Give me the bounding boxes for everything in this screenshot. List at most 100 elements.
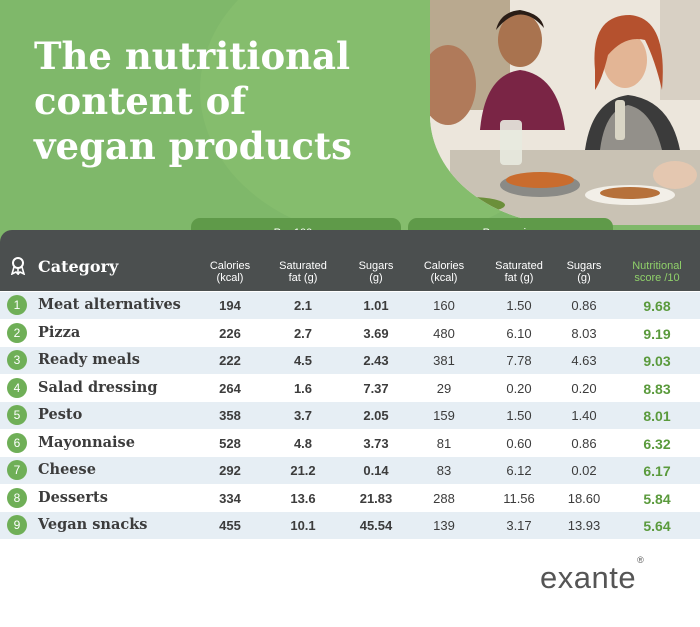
category-name: Cheese <box>38 461 96 478</box>
col-sugars-serving-header: Sugars (g) <box>554 260 614 284</box>
rank-badge: 2 <box>7 322 27 343</box>
registered-mark: ® <box>637 554 645 565</box>
cell-calories-serving: 159 <box>433 408 455 423</box>
table-row: 5 Pesto 358 3.7 2.05 159 1.50 1.40 8.01 <box>0 402 700 429</box>
cell-score: 8.01 <box>643 408 671 424</box>
cell-sugars-serving: 1.40 <box>571 408 597 423</box>
table-row: 9 Vegan snacks 455 10.1 45.54 139 3.17 13.93 5.6… <box>0 512 700 539</box>
cell-satfat-serving: 6.10 <box>506 325 532 341</box>
cell-sugars-serving: 8.03 <box>571 325 597 341</box>
header-line: fat (g) <box>288 272 318 284</box>
cell-score: 5.84 <box>643 490 671 507</box>
rank-badge: 6 <box>7 432 27 453</box>
cell-satfat-100g: 21.2 <box>290 463 316 478</box>
cell-satfat-serving: 3.17 <box>506 518 532 533</box>
table-row: 3 Ready meals 222 4.5 2.43 381 7.78 4.63 9.03 <box>0 347 700 374</box>
cell-calories-100g: 528 <box>219 435 241 451</box>
header-line: (kcal) <box>430 272 458 284</box>
category-name: Vegan snacks <box>38 516 148 533</box>
category-name: Mayonnaise <box>38 433 135 451</box>
cell-calories-serving: 83 <box>436 463 452 478</box>
col-satfat-serving-header: Saturated fat (g) <box>484 260 554 284</box>
col-satfat-100g-header: Saturated fat (g) <box>270 260 336 284</box>
cell-sugars-serving: 13.93 <box>567 518 601 533</box>
cell-score: 9.68 <box>643 298 671 314</box>
category-header: Category <box>38 257 119 276</box>
table-header: Category Calories (kcal) Saturated fat (… <box>0 230 700 291</box>
cell-sugars-100g: 3.69 <box>363 325 389 341</box>
title-line-1: The nutritional <box>34 34 351 78</box>
cell-sugars-serving: 0.86 <box>571 435 597 451</box>
rank-badge: 7 <box>7 460 27 480</box>
cell-satfat-serving: 0.60 <box>506 435 532 451</box>
cell-calories-serving: 288 <box>433 490 455 506</box>
cell-calories-100g: 226 <box>219 325 241 341</box>
cell-calories-serving: 480 <box>433 325 455 341</box>
cell-satfat-serving: 0.20 <box>506 380 532 396</box>
exante-logo: exante® <box>540 555 644 596</box>
category-name: Pizza <box>38 323 81 341</box>
category-name: Meat alternatives <box>38 296 181 313</box>
cell-sugars-100g: 2.43 <box>363 353 389 368</box>
cell-calories-100g: 334 <box>219 490 241 506</box>
cell-satfat-serving: 1.50 <box>506 408 532 423</box>
title-line-2: content of <box>34 79 247 123</box>
cell-sugars-100g: 45.54 <box>359 518 393 533</box>
cell-calories-serving: 381 <box>433 353 455 368</box>
rank-badge: 4 <box>7 377 27 398</box>
ribbon-award-icon <box>10 257 26 275</box>
cell-satfat-100g: 13.6 <box>290 490 316 506</box>
cell-calories-100g: 455 <box>219 518 241 533</box>
cell-satfat-100g: 10.1 <box>290 518 316 533</box>
header-line: Calories <box>209 260 251 272</box>
header-line: fat (g) <box>504 272 534 284</box>
cell-sugars-100g: 21.83 <box>359 490 393 506</box>
title-line-3: vegan products <box>34 124 352 168</box>
cell-sugars-serving: 18.60 <box>567 490 601 506</box>
cell-calories-100g: 292 <box>219 463 241 478</box>
cell-satfat-serving: 7.78 <box>506 353 532 368</box>
col-calories-100g-header: Calories (kcal) <box>200 260 260 284</box>
rank-badge: 1 <box>7 295 27 315</box>
cell-score: 5.64 <box>643 518 671 534</box>
rank-badge: 9 <box>7 515 27 535</box>
cell-satfat-100g: 1.6 <box>293 380 313 396</box>
cell-sugars-100g: 7.37 <box>363 380 389 396</box>
cell-satfat-100g: 2.7 <box>293 325 313 341</box>
cell-score: 8.83 <box>643 380 671 397</box>
logo-text: exante <box>540 560 637 595</box>
header-line: Saturated <box>279 260 327 272</box>
cell-sugars-serving: 0.20 <box>571 380 597 396</box>
table-row: 8 Desserts 334 13.6 21.83 288 11.56 18.60 5.84 <box>0 484 700 512</box>
cell-calories-serving: 81 <box>436 435 452 451</box>
cell-sugars-serving: 0.02 <box>571 463 597 478</box>
cell-satfat-serving: 11.56 <box>503 490 535 506</box>
category-name: Salad dressing <box>38 378 158 396</box>
cell-score: 6.17 <box>643 463 671 479</box>
cell-sugars-100g: 3.73 <box>363 435 389 451</box>
header-line: Calories <box>423 260 465 272</box>
cell-sugars-100g: 2.05 <box>363 408 389 423</box>
cell-calories-serving: 139 <box>433 518 455 533</box>
cell-satfat-100g: 4.8 <box>293 435 313 451</box>
header-line: (g) <box>577 272 591 284</box>
header-line: Sugars <box>358 260 394 272</box>
table-row: 2 Pizza 226 2.7 3.69 480 6.10 8.03 9.19 <box>0 319 700 347</box>
cell-calories-100g: 358 <box>219 408 241 423</box>
header-line: Sugars <box>566 260 602 272</box>
rank-badge: 5 <box>7 405 27 425</box>
cell-satfat-serving: 1.50 <box>506 298 532 313</box>
col-score-header: Nutritional score /10 <box>620 260 694 284</box>
cell-sugars-100g: 0.14 <box>363 463 389 478</box>
col-calories-serving-header: Calories (kcal) <box>414 260 474 284</box>
cell-calories-serving: 29 <box>436 380 452 396</box>
cell-calories-100g: 194 <box>219 298 241 313</box>
table-row: 1 Meat alternatives 194 2.1 1.01 160 1.50 0.86 9… <box>0 292 700 319</box>
header-line: (kcal) <box>216 272 244 284</box>
cell-score: 9.19 <box>643 325 671 342</box>
dining-photo <box>430 0 700 225</box>
cell-satfat-100g: 2.1 <box>293 298 313 313</box>
table-row: 7 Cheese 292 21.2 0.14 83 6.12 0.02 6.17 <box>0 457 700 484</box>
page-title: The nutritional content of vegan product… <box>34 34 364 169</box>
cell-calories-100g: 222 <box>219 353 241 368</box>
